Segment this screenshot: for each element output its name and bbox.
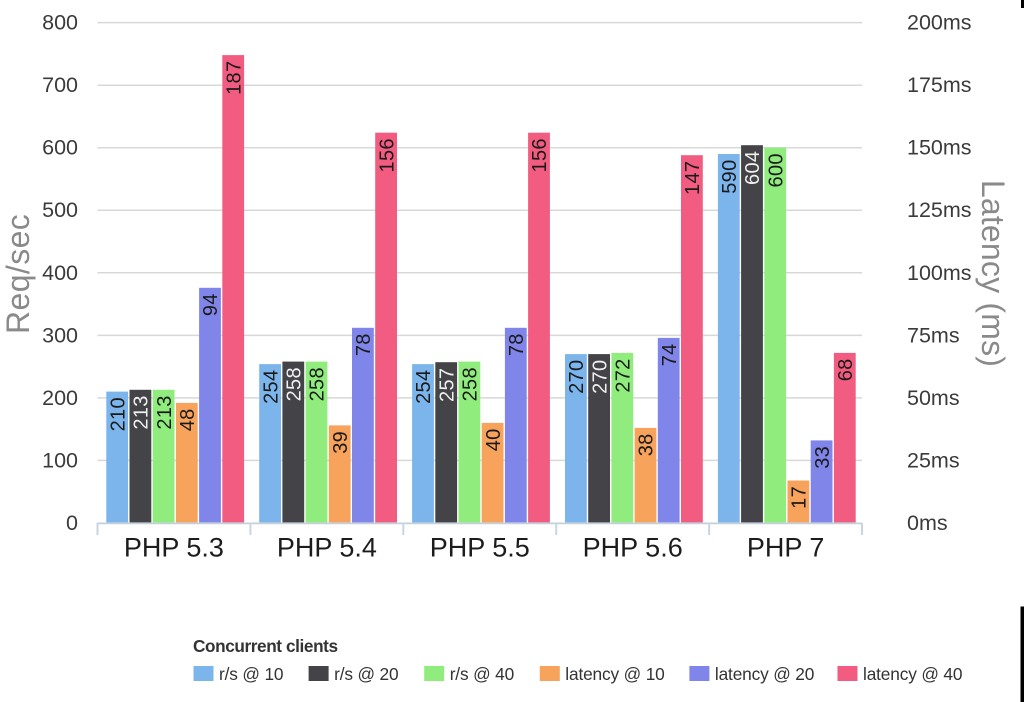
svg-text:r/s @ 20: r/s @ 20: [334, 664, 398, 684]
svg-text:500: 500: [42, 198, 78, 222]
svg-text:125ms: 125ms: [907, 198, 972, 222]
svg-text:74: 74: [659, 343, 681, 366]
svg-text:700: 700: [42, 73, 78, 97]
svg-text:200: 200: [42, 386, 78, 410]
svg-text:Concurrent clients: Concurrent clients: [193, 636, 338, 656]
svg-text:78: 78: [506, 333, 528, 356]
svg-text:213: 213: [154, 395, 176, 429]
svg-text:200ms: 200ms: [907, 11, 972, 35]
svg-text:156: 156: [529, 138, 551, 172]
svg-text:PHP 5.3: PHP 5.3: [124, 532, 224, 562]
svg-text:39: 39: [330, 431, 352, 454]
svg-text:254: 254: [413, 370, 435, 404]
svg-text:258: 258: [307, 367, 329, 401]
svg-text:600: 600: [765, 153, 787, 187]
svg-text:590: 590: [719, 160, 741, 194]
svg-text:254: 254: [260, 370, 282, 404]
svg-text:300: 300: [42, 323, 78, 347]
svg-text:0: 0: [66, 511, 78, 535]
svg-text:258: 258: [284, 367, 306, 401]
svg-text:604: 604: [742, 151, 764, 185]
svg-text:257: 257: [436, 368, 458, 402]
svg-text:100: 100: [42, 448, 78, 472]
svg-text:800: 800: [42, 11, 78, 35]
svg-text:Latency (ms): Latency (ms): [975, 180, 1011, 367]
svg-text:150ms: 150ms: [907, 136, 972, 160]
svg-text:210: 210: [107, 397, 129, 431]
svg-text:156: 156: [376, 138, 398, 172]
svg-text:272: 272: [613, 358, 635, 392]
svg-text:latency @ 10: latency @ 10: [565, 664, 664, 684]
svg-text:78: 78: [353, 333, 375, 356]
svg-text:187: 187: [223, 61, 245, 95]
svg-text:0ms: 0ms: [907, 511, 948, 535]
svg-text:PHP 5.4: PHP 5.4: [277, 532, 377, 562]
svg-text:175ms: 175ms: [907, 73, 972, 97]
svg-text:PHP 5.5: PHP 5.5: [430, 532, 530, 562]
svg-text:100ms: 100ms: [907, 261, 972, 285]
svg-text:latency @ 20: latency @ 20: [715, 664, 814, 684]
svg-text:PHP 7: PHP 7: [747, 532, 825, 562]
svg-text:50ms: 50ms: [907, 386, 960, 410]
svg-text:75ms: 75ms: [907, 323, 960, 347]
svg-text:33: 33: [812, 446, 834, 469]
svg-text:r/s @ 10: r/s @ 10: [219, 664, 283, 684]
svg-text:600: 600: [42, 136, 78, 160]
svg-text:68: 68: [835, 358, 857, 381]
svg-text:213: 213: [131, 395, 153, 429]
svg-text:270: 270: [566, 360, 588, 394]
svg-text:25ms: 25ms: [907, 448, 960, 472]
svg-text:94: 94: [200, 293, 222, 316]
svg-text:17: 17: [789, 486, 811, 509]
svg-text:r/s @ 40: r/s @ 40: [450, 664, 514, 684]
svg-text:270: 270: [589, 360, 611, 394]
svg-text:40: 40: [483, 428, 505, 451]
svg-text:258: 258: [460, 367, 482, 401]
svg-text:PHP 5.6: PHP 5.6: [583, 532, 683, 562]
svg-text:147: 147: [682, 161, 704, 195]
svg-text:latency @ 40: latency @ 40: [863, 664, 962, 684]
svg-text:48: 48: [177, 408, 199, 431]
svg-text:38: 38: [636, 433, 658, 456]
svg-text:400: 400: [42, 261, 78, 285]
svg-text:Req/sec: Req/sec: [0, 214, 36, 334]
